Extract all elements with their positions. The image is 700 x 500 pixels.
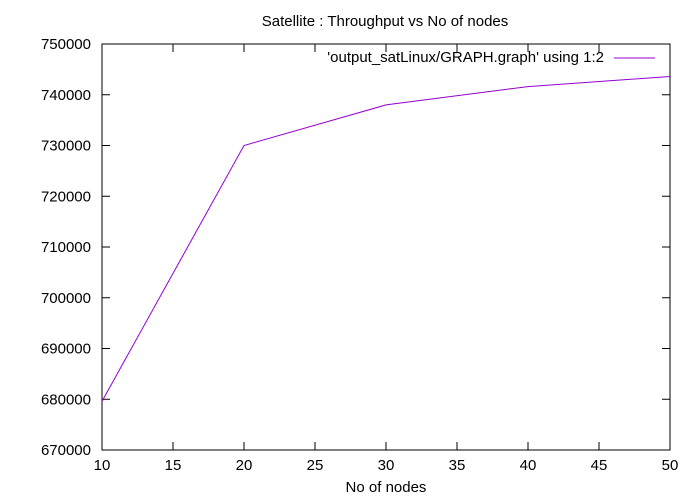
y-tick-label: 720000 — [41, 188, 91, 205]
x-tick-label: 35 — [449, 457, 466, 474]
x-axis-label: No of nodes — [346, 479, 427, 496]
y-tick-label: 680000 — [41, 391, 91, 408]
legend-label: 'output_satLinux/GRAPH.graph' using 1:2 — [327, 49, 604, 66]
x-tick-label: 25 — [307, 457, 324, 474]
x-axis-ticks: 10 15 20 25 30 35 40 45 50 — [94, 44, 679, 474]
x-tick-label: 45 — [591, 457, 608, 474]
x-tick-label: 40 — [520, 457, 537, 474]
chart-title: Satellite : Throughput vs No of nodes — [262, 13, 509, 30]
y-tick-label: 740000 — [41, 87, 91, 104]
series-line-0 — [101, 76, 671, 402]
y-tick-label: 690000 — [41, 341, 91, 358]
series-layer — [101, 76, 671, 402]
x-tick-label: 15 — [165, 457, 182, 474]
x-tick-label: 30 — [378, 457, 395, 474]
legend: 'output_satLinux/GRAPH.graph' using 1:2 — [327, 49, 655, 66]
y-tick-label: 700000 — [41, 290, 91, 307]
y-tick-label: 750000 — [41, 36, 91, 53]
y-axis-ticks: 670000 680000 690000 700000 710000 720000 7300… — [41, 36, 670, 459]
x-tick-label: 10 — [94, 457, 111, 474]
y-tick-label: 670000 — [41, 442, 91, 459]
y-tick-label: 710000 — [41, 239, 91, 256]
x-tick-label: 50 — [662, 457, 679, 474]
y-tick-label: 730000 — [41, 138, 91, 155]
x-tick-label: 20 — [236, 457, 253, 474]
